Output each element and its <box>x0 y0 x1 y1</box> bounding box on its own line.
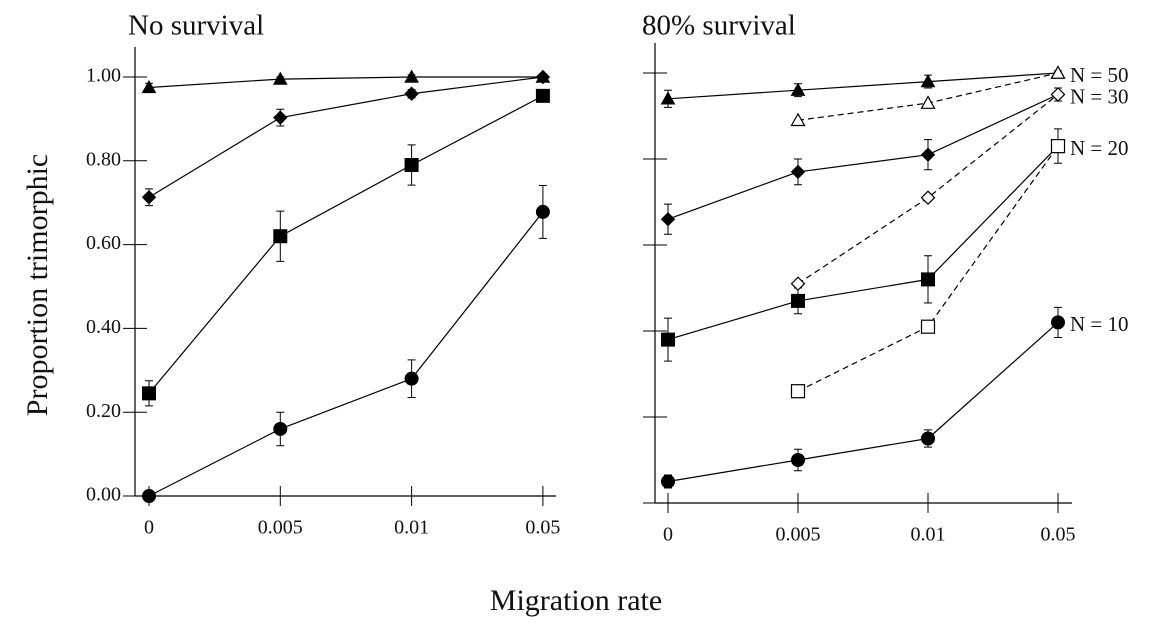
marker <box>920 74 936 88</box>
marker <box>661 474 675 489</box>
marker <box>790 82 806 96</box>
marker <box>535 204 550 219</box>
marker <box>141 79 157 94</box>
marker <box>661 332 675 347</box>
marker <box>790 164 806 180</box>
marker <box>920 190 936 206</box>
series-line <box>667 145 1059 341</box>
marker <box>535 88 550 103</box>
series-line <box>148 95 544 394</box>
y-tick-label: 0.80 <box>86 148 121 170</box>
panel-title: No survival <box>128 10 264 42</box>
series-line <box>148 76 543 89</box>
marker <box>790 276 806 292</box>
marker <box>404 157 419 172</box>
marker <box>1051 315 1065 330</box>
x-axis-label: Migration rate <box>490 584 662 617</box>
x-tick-label: 0 <box>144 517 154 539</box>
y-axis-label: Proportion trimorphic <box>21 154 54 416</box>
marker <box>920 147 936 162</box>
x-tick-label: 0.05 <box>525 517 560 539</box>
marker <box>791 293 805 308</box>
marker <box>404 69 419 83</box>
marker <box>273 421 288 436</box>
marker <box>1050 87 1066 102</box>
marker <box>404 86 419 101</box>
x-tick-label: 0.01 <box>911 524 946 546</box>
marker <box>920 319 936 334</box>
y-tick-label: 0.40 <box>86 316 121 338</box>
marker <box>660 211 676 227</box>
x-tick-label: 0.05 <box>1041 524 1076 546</box>
y-tick-label: 0.60 <box>86 232 121 254</box>
y-tick-label: 1.00 <box>86 65 121 87</box>
series-line <box>148 211 544 497</box>
marker <box>272 71 288 85</box>
y-tick-label: 0.20 <box>86 400 121 422</box>
marker <box>535 69 551 85</box>
marker <box>273 110 288 125</box>
series-label: N = 10 <box>1070 312 1129 336</box>
panel-title: 80% survival <box>642 10 796 42</box>
x-tick-label: 0.01 <box>394 517 429 539</box>
marker <box>142 489 156 503</box>
series-label: N = 30 <box>1070 84 1129 108</box>
series-line <box>667 93 1059 220</box>
marker <box>790 384 806 399</box>
marker <box>404 371 419 386</box>
x-tick-label: 0 <box>663 524 673 546</box>
series-line <box>667 72 1059 100</box>
y-tick-label: 0.00 <box>86 484 121 506</box>
marker <box>273 229 288 244</box>
marker <box>921 272 935 287</box>
marker <box>920 95 936 109</box>
series-label: N = 20 <box>1070 136 1129 160</box>
x-tick-label: 0.005 <box>776 524 821 546</box>
marker <box>660 91 676 105</box>
x-tick-label: 0.005 <box>258 517 303 539</box>
marker <box>1050 139 1066 154</box>
marker <box>1050 65 1066 79</box>
marker <box>142 386 156 401</box>
series-line <box>148 76 543 198</box>
series-label: N = 50 <box>1070 63 1129 87</box>
marker <box>791 453 805 467</box>
marker <box>921 431 935 446</box>
marker <box>790 112 806 127</box>
series-line <box>667 321 1059 483</box>
marker <box>141 190 157 205</box>
